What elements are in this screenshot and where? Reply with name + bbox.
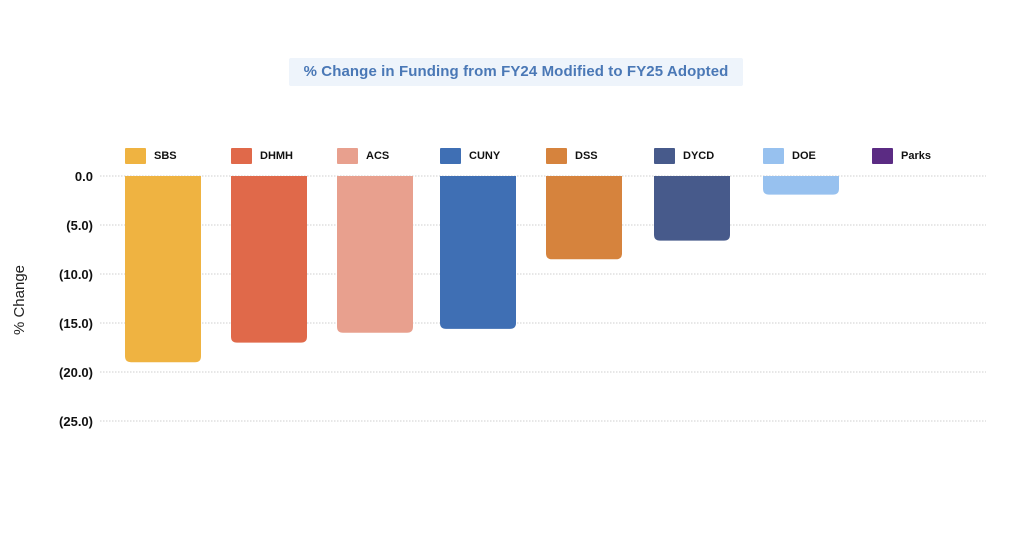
- legend-label: DYCD: [683, 150, 715, 162]
- bar-doe: [763, 176, 839, 195]
- legend-label: Parks: [901, 150, 931, 162]
- y-tick-label: 0.0: [75, 169, 93, 184]
- legend-label: ACS: [366, 150, 390, 162]
- y-tick-label: (10.0): [59, 267, 93, 282]
- bar-dss: [546, 176, 622, 260]
- legend-item-doe: DOE: [763, 146, 816, 166]
- legend-label: DOE: [792, 150, 816, 162]
- legend-item-parks: Parks: [872, 146, 931, 166]
- chart-title: % Change in Funding from FY24 Modified t…: [303, 63, 729, 80]
- legend-swatch: [337, 148, 358, 164]
- y-tick-label: (25.0): [59, 414, 93, 429]
- bar-acs: [337, 176, 413, 333]
- legend-label: SBS: [154, 150, 177, 162]
- y-tick-label: (20.0): [59, 365, 93, 380]
- y-tick-label: (15.0): [59, 316, 93, 331]
- legend-item-acs: ACS: [337, 146, 389, 166]
- legend-label: DHMH: [260, 150, 293, 162]
- bar-dhmh: [231, 176, 307, 343]
- bar-sbs: [125, 176, 201, 363]
- y-axis-title: % Change: [11, 265, 28, 335]
- legend-swatch: [125, 148, 146, 164]
- legend-item-cuny: CUNY: [440, 146, 500, 166]
- legend-label: CUNY: [469, 150, 501, 162]
- legend-swatch: [763, 148, 784, 164]
- bar-cuny: [440, 176, 516, 329]
- legend-item-dhmh: DHMH: [231, 146, 293, 166]
- legend-label: DSS: [575, 150, 598, 162]
- legend-swatch: [654, 148, 675, 164]
- bar-dycd: [654, 176, 730, 241]
- y-tick-label: (5.0): [66, 218, 93, 233]
- legend-swatch: [546, 148, 567, 164]
- legend-swatch: [872, 148, 893, 164]
- chart-legend: SBS DHMH ACS CUNY DSS DYCD DOE Parks: [0, 146, 1024, 166]
- legend-item-sbs: SBS: [125, 146, 177, 166]
- legend-item-dycd: DYCD: [654, 146, 714, 166]
- legend-swatch: [440, 148, 461, 164]
- legend-swatch: [231, 148, 252, 164]
- chart-title-box: % Change in Funding from FY24 Modified t…: [289, 58, 743, 86]
- legend-item-dss: DSS: [546, 146, 598, 166]
